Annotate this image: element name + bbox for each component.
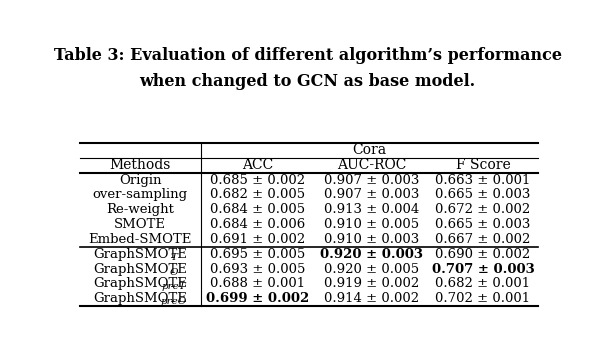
Text: T: T — [170, 253, 178, 262]
Text: Embed-SMOTE: Embed-SMOTE — [88, 233, 192, 246]
Text: O: O — [170, 267, 178, 276]
Text: 0.919 ± 0.002: 0.919 ± 0.002 — [324, 278, 419, 290]
Text: 0.665 ± 0.003: 0.665 ± 0.003 — [436, 188, 531, 202]
Text: GraphSMOTE: GraphSMOTE — [93, 248, 187, 261]
Text: 0.699 ± 0.002: 0.699 ± 0.002 — [206, 292, 309, 305]
Text: 0.690 ± 0.002: 0.690 ± 0.002 — [436, 248, 530, 261]
Text: 0.688 ± 0.001: 0.688 ± 0.001 — [210, 278, 305, 290]
Text: 0.663 ± 0.001: 0.663 ± 0.001 — [436, 174, 531, 187]
Text: 0.707 ± 0.003: 0.707 ± 0.003 — [431, 262, 535, 275]
Text: GraphSMOTE: GraphSMOTE — [93, 262, 187, 275]
Text: 0.920 ± 0.003: 0.920 ± 0.003 — [320, 248, 423, 261]
Text: over-sampling: over-sampling — [92, 188, 188, 202]
Text: 0.907 ± 0.003: 0.907 ± 0.003 — [324, 174, 419, 187]
Text: 0.691 ± 0.002: 0.691 ± 0.002 — [210, 233, 305, 246]
Text: 0.682 ± 0.001: 0.682 ± 0.001 — [436, 278, 530, 290]
Text: Methods: Methods — [109, 158, 171, 172]
Text: preO: preO — [161, 297, 187, 306]
Text: 0.910 ± 0.005: 0.910 ± 0.005 — [324, 218, 419, 231]
Text: 0.693 ± 0.005: 0.693 ± 0.005 — [210, 262, 305, 275]
Text: when changed to GCN as base model.: when changed to GCN as base model. — [139, 73, 476, 90]
Text: ACC: ACC — [242, 158, 273, 172]
Text: Re-weight: Re-weight — [106, 203, 174, 216]
Text: 0.920 ± 0.005: 0.920 ± 0.005 — [324, 262, 419, 275]
Text: 0.907 ± 0.003: 0.907 ± 0.003 — [324, 188, 419, 202]
Text: 0.682 ± 0.005: 0.682 ± 0.005 — [210, 188, 305, 202]
Text: 0.695 ± 0.005: 0.695 ± 0.005 — [210, 248, 305, 261]
Text: 0.667 ± 0.002: 0.667 ± 0.002 — [436, 233, 531, 246]
Text: 0.702 ± 0.001: 0.702 ± 0.001 — [436, 292, 530, 305]
Text: GraphSMOTE: GraphSMOTE — [93, 292, 187, 305]
Text: 0.684 ± 0.006: 0.684 ± 0.006 — [210, 218, 305, 231]
Text: 0.913 ± 0.004: 0.913 ± 0.004 — [324, 203, 419, 216]
Text: Origin: Origin — [119, 174, 161, 187]
Text: GraphSMOTE: GraphSMOTE — [93, 278, 187, 290]
Text: 0.910 ± 0.003: 0.910 ± 0.003 — [324, 233, 419, 246]
Text: 0.684 ± 0.005: 0.684 ± 0.005 — [210, 203, 305, 216]
Text: Table 3: Evaluation of different algorithm’s performance: Table 3: Evaluation of different algorit… — [53, 47, 562, 64]
Text: 0.665 ± 0.003: 0.665 ± 0.003 — [436, 218, 531, 231]
Text: SMOTE: SMOTE — [114, 218, 166, 231]
Text: F Score: F Score — [455, 158, 511, 172]
Text: 0.672 ± 0.002: 0.672 ± 0.002 — [436, 203, 530, 216]
Text: 0.914 ± 0.002: 0.914 ± 0.002 — [324, 292, 419, 305]
Text: preT: preT — [162, 282, 187, 291]
Text: Cora: Cora — [352, 144, 386, 158]
Text: AUC-ROC: AUC-ROC — [337, 158, 406, 172]
Text: 0.685 ± 0.002: 0.685 ± 0.002 — [210, 174, 305, 187]
